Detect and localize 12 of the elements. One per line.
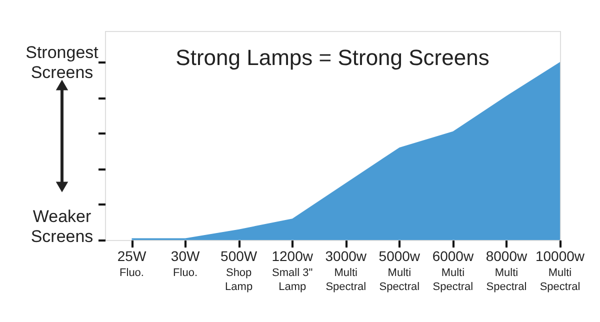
text: Weaker Screens — [30, 207, 94, 246]
chart-title: Strong Lamps = Strong Screens — [176, 45, 490, 70]
category-label: 5000w Multi Spectral — [378, 248, 420, 293]
category-label: 6000w Multi Spectral — [432, 248, 474, 293]
category-label: 3000w Multi Spectral — [325, 248, 367, 293]
category-label: 1200w Small 3" Lamp — [272, 248, 313, 293]
category-label: 30W Fluo. — [170, 248, 200, 279]
text: Strongest Screens — [26, 43, 99, 82]
category-label: 8000w Multi Spectral — [486, 248, 528, 293]
category-label: 25W Fluo. — [117, 248, 146, 279]
category-label: 10000w Multi Spectral — [535, 248, 585, 293]
category-label: 500W Shop Lamp — [220, 248, 258, 293]
